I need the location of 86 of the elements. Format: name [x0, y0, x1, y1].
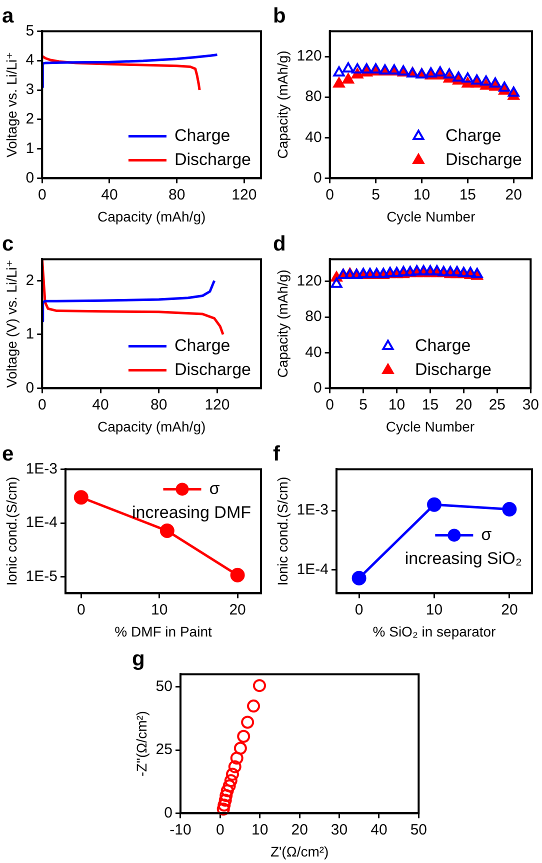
y-tick-label: 0: [313, 169, 322, 186]
y-tick-label: 25: [156, 741, 172, 758]
annotation: increasing SiO₂: [404, 548, 522, 568]
x-tick-label: 10: [426, 601, 443, 618]
y-axis-title: Capacity (mAh/g): [274, 270, 290, 378]
legend-label: Charge: [445, 126, 502, 145]
y-tick-label: 1: [26, 326, 34, 343]
x-tick-label: 20: [501, 601, 518, 618]
x-tick-label: 40: [370, 821, 388, 838]
chart-title: c: [2, 232, 14, 256]
x-tick-label: 10: [388, 396, 406, 414]
y-axis-title: Voltage (V) vs. Li/Li⁺: [3, 260, 20, 388]
chart-title: e: [2, 442, 14, 466]
y-tick-label: 50: [156, 678, 172, 695]
x-tick-label: -10: [170, 821, 192, 838]
x-tick-label: 30: [522, 396, 539, 414]
y-tick-label: 1E-5: [26, 568, 58, 586]
chart-title: g: [132, 647, 145, 670]
x-tick-label: 10: [413, 186, 430, 204]
x-tick-label: 40: [101, 186, 118, 204]
legend-label: Charge: [174, 336, 230, 355]
x-axis-title: % SiO₂ in separator: [372, 623, 496, 640]
x-tick-label: 20: [291, 821, 308, 838]
y-tick-label: 120: [296, 272, 322, 290]
y-tick-label: 1E-4: [26, 514, 58, 532]
x-tick-label: 10: [150, 601, 168, 618]
y-tick-label: 40: [305, 128, 322, 146]
y-tick-label: 0: [26, 169, 34, 186]
y-tick-label: 0: [313, 379, 322, 396]
y-tick-label: 0: [164, 804, 172, 822]
y-tick-label: 2: [26, 272, 34, 289]
y-axis-title: -Z''(Ω/cm²): [133, 710, 150, 776]
x-tick-label: 120: [232, 186, 257, 204]
y-axis-title: Ionic cond.(S/cm): [3, 476, 20, 586]
legend-label: Discharge: [174, 150, 252, 169]
x-axis-title: Z'(Ω/cm²): [270, 843, 329, 860]
x-tick-label: 20: [505, 186, 522, 204]
legend-label: Discharge: [174, 360, 252, 379]
chart-title: a: [2, 4, 14, 28]
x-tick-label: 20: [229, 601, 246, 618]
x-tick-label: 0: [216, 821, 224, 838]
legend-label: σ: [481, 524, 492, 544]
x-tick-label: 15: [459, 186, 476, 204]
y-tick-label: 120: [296, 48, 322, 65]
legend-label: Charge: [174, 126, 230, 145]
x-axis-title: Capacity (mAh/g): [97, 208, 206, 224]
y-tick-label: 2: [26, 110, 34, 128]
x-tick-label: 20: [455, 396, 472, 414]
y-tick-label: 5: [26, 22, 34, 40]
x-tick-label: 50: [410, 821, 427, 838]
chart-title: f: [273, 442, 281, 466]
annotation: increasing DMF: [132, 502, 252, 522]
y-tick-label: 4: [26, 52, 34, 69]
x-tick-label: 15: [422, 396, 439, 414]
chart-title: b: [273, 4, 286, 28]
y-tick-label: 80: [305, 308, 322, 326]
x-tick-label: 30: [330, 821, 348, 838]
x-tick-label: 80: [168, 186, 186, 204]
y-tick-label: 1E-3: [296, 502, 328, 519]
legend-label: σ: [209, 478, 220, 498]
x-tick-label: 10: [252, 821, 268, 838]
y-tick-label: 1: [26, 140, 34, 157]
y-axis-title: Capacity (mAh/g): [274, 50, 290, 159]
x-axis-title: Cycle Number: [386, 208, 476, 224]
y-tick-label: 40: [305, 344, 322, 361]
y-axis-title: Voltage vs. Li/Li⁺: [3, 52, 20, 158]
y-tick-label: 80: [305, 88, 322, 106]
chart-title: d: [273, 232, 286, 256]
legend-label: Charge: [414, 336, 471, 355]
y-tick-label: 1E-4: [296, 560, 328, 578]
y-tick-label: 3: [26, 81, 34, 98]
y-axis-title: Ionic cond.(S/cm): [274, 476, 290, 586]
legend-label: Discharge: [414, 360, 492, 379]
x-tick-label: 5: [372, 186, 380, 204]
x-axis-title: Capacity (mAh/g): [97, 418, 206, 434]
x-tick-label: 0: [76, 601, 86, 618]
y-tick-label: 1E-3: [26, 460, 58, 478]
x-tick-label: 25: [488, 396, 506, 414]
y-tick-label: 0: [26, 379, 34, 396]
x-axis-title: % DMF in Paint: [114, 623, 212, 640]
x-tick-label: 0: [354, 601, 364, 618]
legend-label: Discharge: [445, 150, 522, 169]
x-axis-title: Cycle Number: [386, 418, 475, 434]
x-tick-label: 120: [204, 396, 230, 414]
x-tick-label: 5: [359, 396, 368, 414]
x-tick-label: 40: [92, 396, 109, 414]
